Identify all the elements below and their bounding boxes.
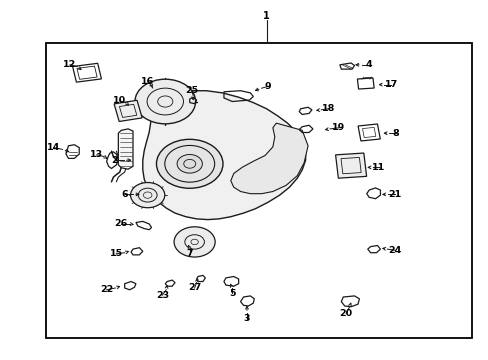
Text: 16: 16 (141, 77, 154, 85)
Text: 5: 5 (228, 289, 235, 298)
Text: 6: 6 (121, 190, 128, 199)
Polygon shape (230, 123, 307, 194)
Text: 10: 10 (113, 96, 126, 105)
Bar (77, 66, 97, 79)
Text: 21: 21 (387, 190, 401, 199)
Bar (46, 43, 471, 338)
Text: 8: 8 (392, 129, 399, 138)
Text: 18: 18 (321, 104, 335, 113)
Text: 4: 4 (365, 60, 372, 69)
Text: 9: 9 (264, 82, 271, 91)
Text: 24: 24 (387, 246, 401, 255)
Text: 25: 25 (185, 86, 198, 95)
Text: 26: 26 (114, 219, 128, 228)
Bar (119, 104, 137, 117)
Text: 3: 3 (243, 314, 250, 323)
Bar (73, 63, 101, 82)
Text: 14: 14 (47, 143, 61, 152)
Text: 2: 2 (111, 156, 118, 165)
Text: 1: 1 (263, 11, 269, 21)
Bar (340, 157, 361, 174)
Circle shape (130, 183, 164, 208)
Text: 17: 17 (384, 80, 397, 89)
Bar (114, 100, 142, 121)
Bar (357, 78, 373, 89)
Circle shape (177, 154, 202, 173)
Text: 13: 13 (90, 150, 103, 159)
Bar (362, 127, 375, 138)
Circle shape (135, 79, 195, 124)
Text: 27: 27 (187, 284, 201, 292)
Text: 19: 19 (331, 123, 345, 132)
Bar (357, 124, 380, 141)
Polygon shape (118, 129, 133, 169)
Text: 23: 23 (156, 291, 168, 300)
Text: 15: 15 (110, 249, 122, 258)
Text: 7: 7 (186, 249, 193, 258)
Polygon shape (142, 91, 305, 220)
Text: 22: 22 (100, 285, 113, 294)
Text: 11: 11 (371, 163, 385, 172)
Bar (335, 153, 366, 178)
Circle shape (156, 139, 223, 188)
Circle shape (174, 227, 215, 257)
Text: 20: 20 (339, 309, 352, 318)
Text: 12: 12 (63, 60, 77, 69)
